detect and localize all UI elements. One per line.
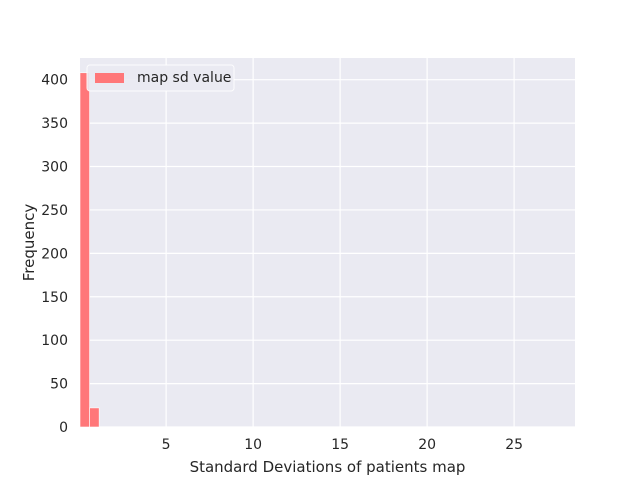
y-axis-label: Frequency bbox=[20, 204, 38, 282]
legend-swatch bbox=[95, 73, 124, 83]
histogram-bars bbox=[79, 72, 100, 428]
y-tick-label: 200 bbox=[41, 246, 68, 262]
y-tick-label: 150 bbox=[41, 290, 68, 306]
x-tick-label: 20 bbox=[418, 437, 436, 453]
x-tick-label: 5 bbox=[162, 437, 171, 453]
plot-area-background bbox=[80, 58, 575, 427]
x-tick-label: 10 bbox=[244, 437, 262, 453]
y-tick-label: 300 bbox=[41, 160, 68, 176]
y-tick-label: 100 bbox=[41, 333, 68, 349]
y-tick-label: 50 bbox=[50, 377, 68, 393]
histogram-bar bbox=[89, 407, 100, 428]
y-tick-label: 350 bbox=[41, 116, 68, 132]
histogram-bar bbox=[79, 72, 90, 428]
grid-lines bbox=[80, 58, 575, 428]
y-axis-ticks: 0 50 100 150 200 250 300 350 400 bbox=[41, 73, 68, 436]
legend-frame bbox=[86, 64, 235, 92]
legend: map sd value bbox=[86, 64, 235, 92]
y-tick-label: 400 bbox=[41, 73, 68, 89]
y-tick-label: 0 bbox=[59, 420, 68, 436]
x-axis-label: Standard Deviations of patients map bbox=[190, 458, 466, 476]
legend-label: map sd value bbox=[137, 70, 231, 86]
x-tick-label: 25 bbox=[505, 437, 523, 453]
y-tick-label: 250 bbox=[41, 203, 68, 219]
x-tick-label: 15 bbox=[331, 437, 349, 453]
x-axis-ticks: 5 10 15 20 25 bbox=[162, 437, 523, 453]
